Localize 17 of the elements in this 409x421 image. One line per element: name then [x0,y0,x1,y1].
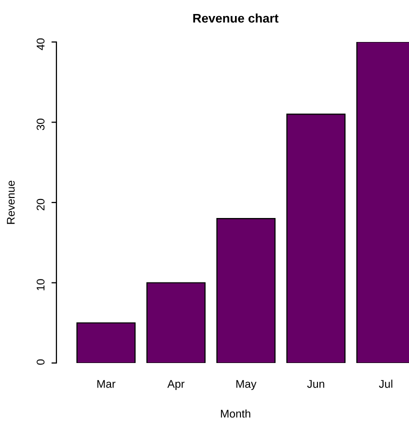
bar [146,282,206,363]
y-tick-label: 20 [36,198,45,210]
bar [286,114,346,363]
x-tick-label: Jun [307,380,324,388]
chart-title: Revenue chart [193,13,278,23]
bar [216,218,276,363]
y-axis-title: Revenue [6,180,15,224]
x-tick-label: Mar [97,380,116,388]
y-tick-label: 10 [36,279,45,290]
x-tick-label: Apr [167,380,184,390]
x-axis-title: Month [220,409,250,418]
y-tick-label: 0 [36,359,45,365]
bar [76,322,136,363]
x-tick-label: Jul [378,380,392,388]
x-tick-label: May [236,380,256,390]
y-tick-label: 30 [36,118,45,130]
y-tick-label: 40 [36,38,45,50]
